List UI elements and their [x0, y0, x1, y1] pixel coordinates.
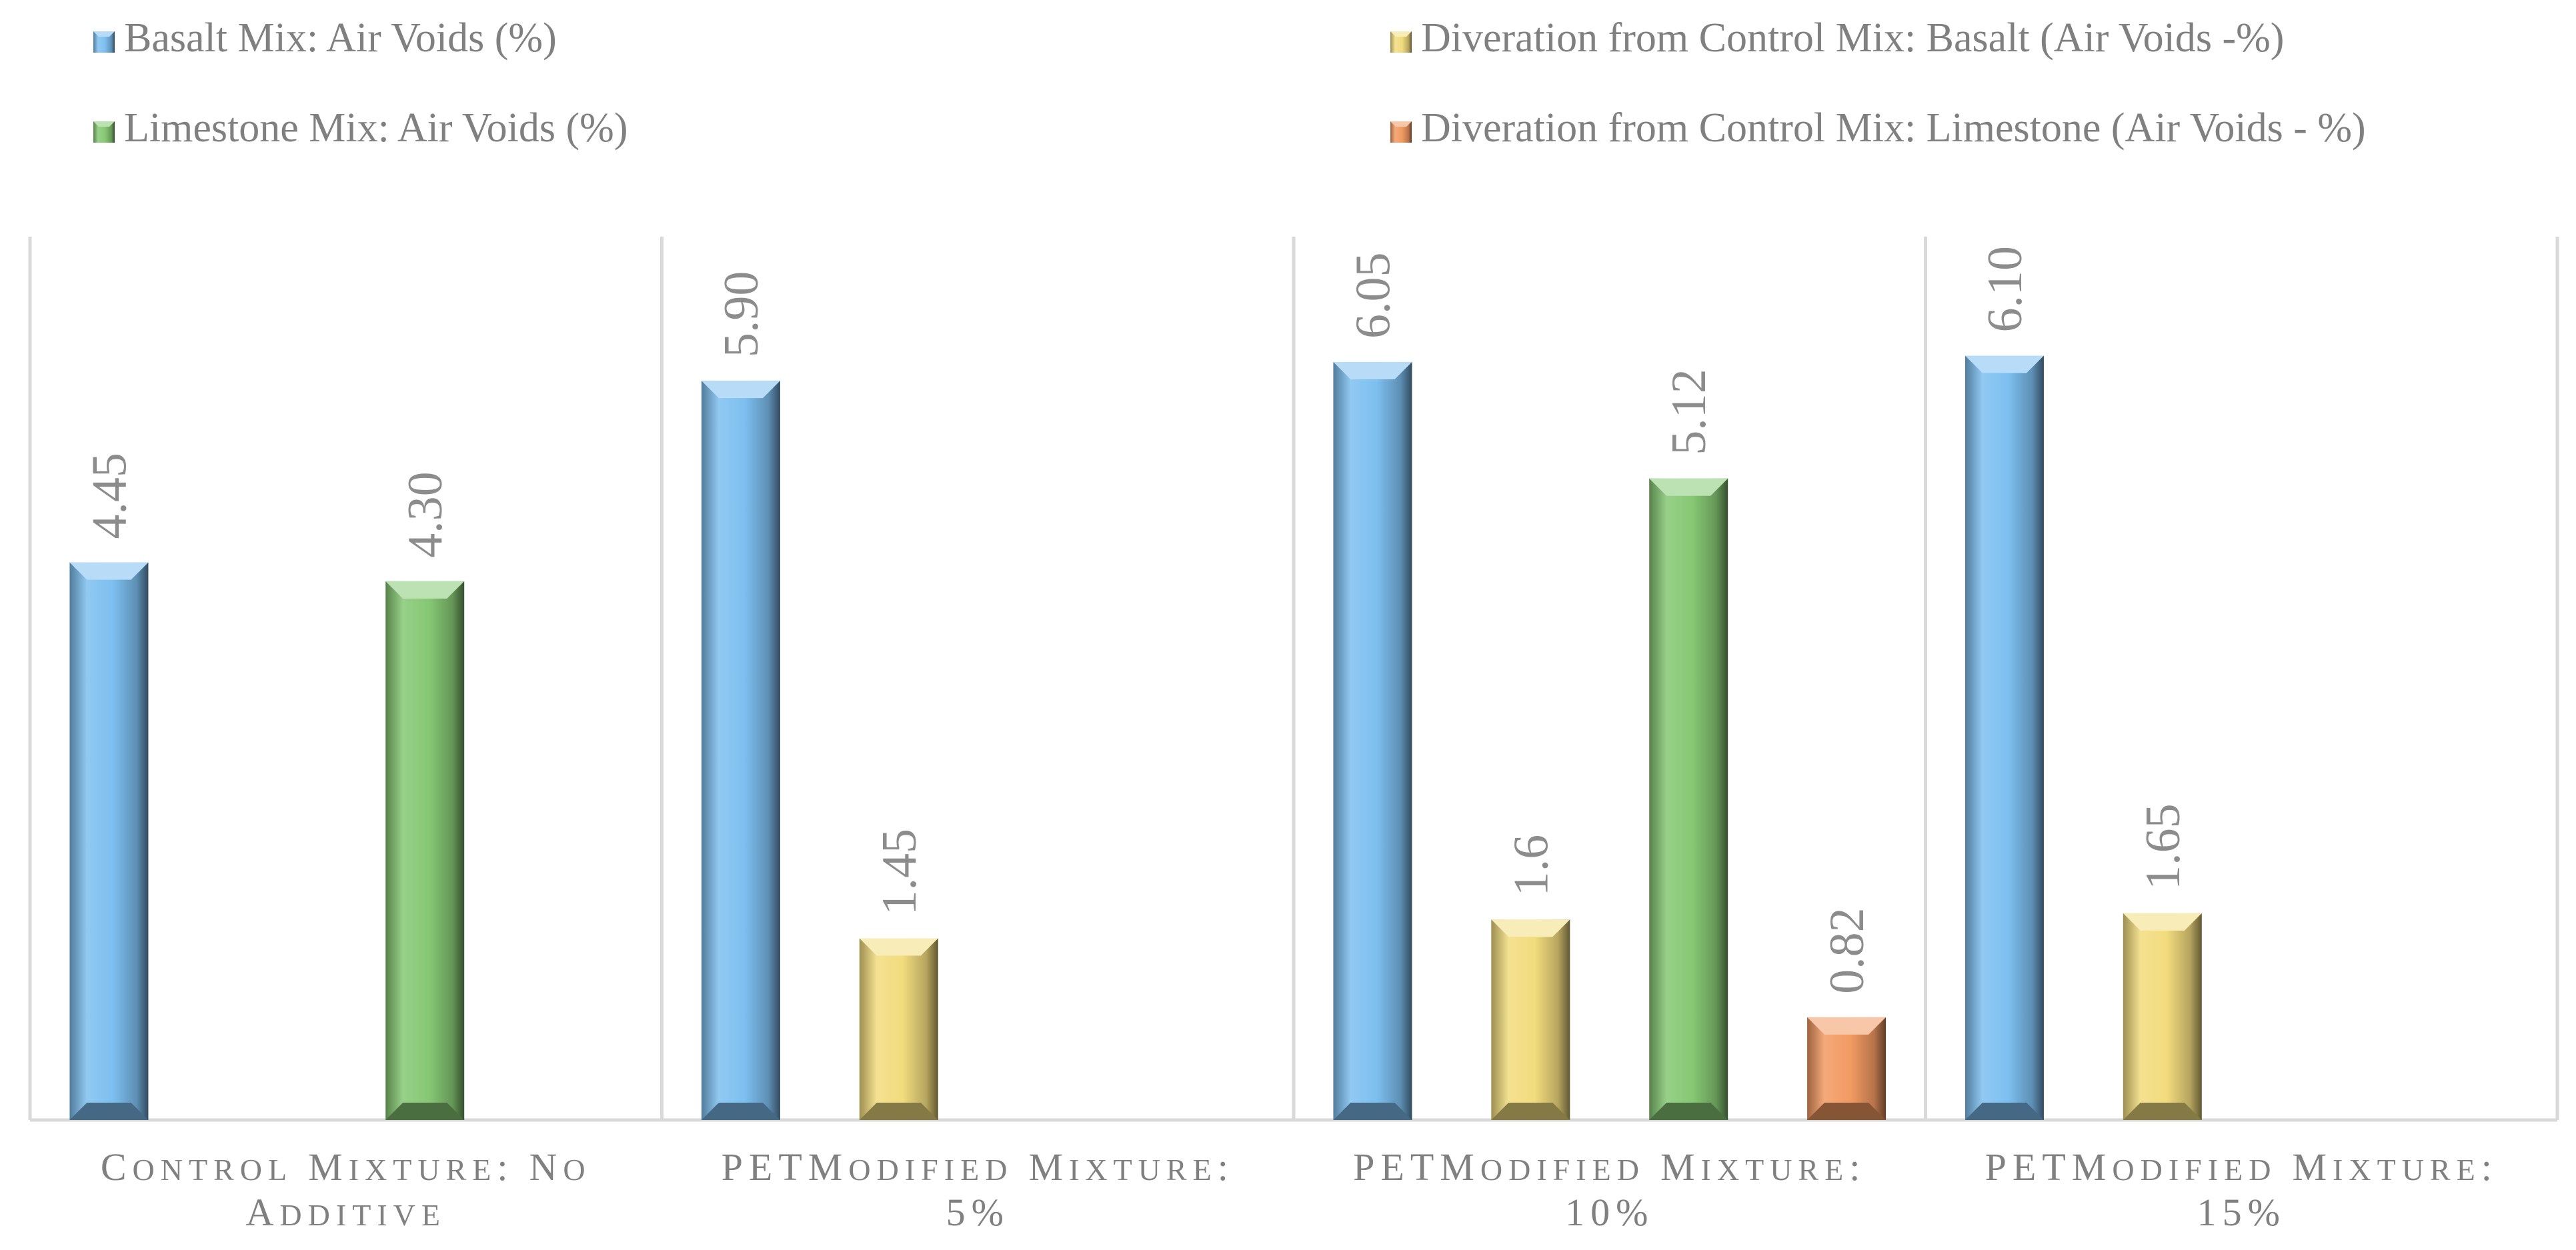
data-label: 1.45	[872, 829, 927, 915]
bar	[1649, 478, 1728, 1120]
chart-value-labels: 4.45 5.90 6.05 6.10 1.45 1.6 1.65 4.30 5.12 0.82	[82, 246, 2190, 994]
bar	[701, 381, 780, 1120]
category-label: 5%	[946, 1191, 1010, 1234]
legend-item: Limestone Mix: Air Voids (%)	[93, 105, 627, 151]
legend-label: Diveration from Control Mix: Basalt (Air…	[1421, 15, 2284, 61]
bar	[2123, 913, 2202, 1120]
bar	[1807, 1017, 1886, 1120]
category-label: ADDITIVE	[246, 1191, 446, 1234]
category-label: PETMODIFIED MIXTURE:	[1985, 1145, 2498, 1189]
legend-label: Basalt Mix: Air Voids (%)	[124, 15, 557, 61]
data-label: 5.12	[1662, 369, 1716, 455]
data-label: 4.45	[82, 453, 137, 539]
legend-item: Basalt Mix: Air Voids (%)	[93, 15, 557, 61]
chart-bars	[69, 355, 2202, 1120]
data-label: 0.82	[1820, 907, 1874, 994]
data-label: 1.6	[1504, 835, 1558, 897]
legend-item: Diveration from Control Mix: Limestone (…	[1390, 105, 2366, 151]
data-label: 6.05	[1346, 252, 1400, 339]
category-label: 15%	[2197, 1191, 2286, 1234]
bar	[69, 562, 149, 1120]
legend-label: Limestone Mix: Air Voids (%)	[124, 105, 627, 151]
bar	[1333, 361, 1412, 1120]
bar	[859, 938, 938, 1120]
legend-item: Diveration from Control Mix: Basalt (Air…	[1390, 15, 2284, 61]
legend-label: Diveration from Control Mix: Limestone (…	[1421, 105, 2366, 151]
data-label: 4.30	[398, 471, 453, 558]
bar	[1965, 355, 2044, 1120]
data-label: 1.65	[2136, 803, 2191, 890]
data-label: 5.90	[714, 271, 769, 358]
bar	[1491, 919, 1570, 1120]
category-label: CONTROL MIXTURE: NO	[101, 1145, 591, 1189]
category-label: PETMODIFIED MIXTURE:	[1353, 1145, 1866, 1189]
bar	[385, 581, 465, 1120]
category-label: 10%	[1565, 1191, 1654, 1234]
data-label: 6.10	[1978, 246, 2033, 333]
category-label: PETMODIFIED MIXTURE:	[722, 1145, 1234, 1189]
chart-legend: Basalt Mix: Air Voids (%) Diveration from…	[93, 15, 2366, 151]
